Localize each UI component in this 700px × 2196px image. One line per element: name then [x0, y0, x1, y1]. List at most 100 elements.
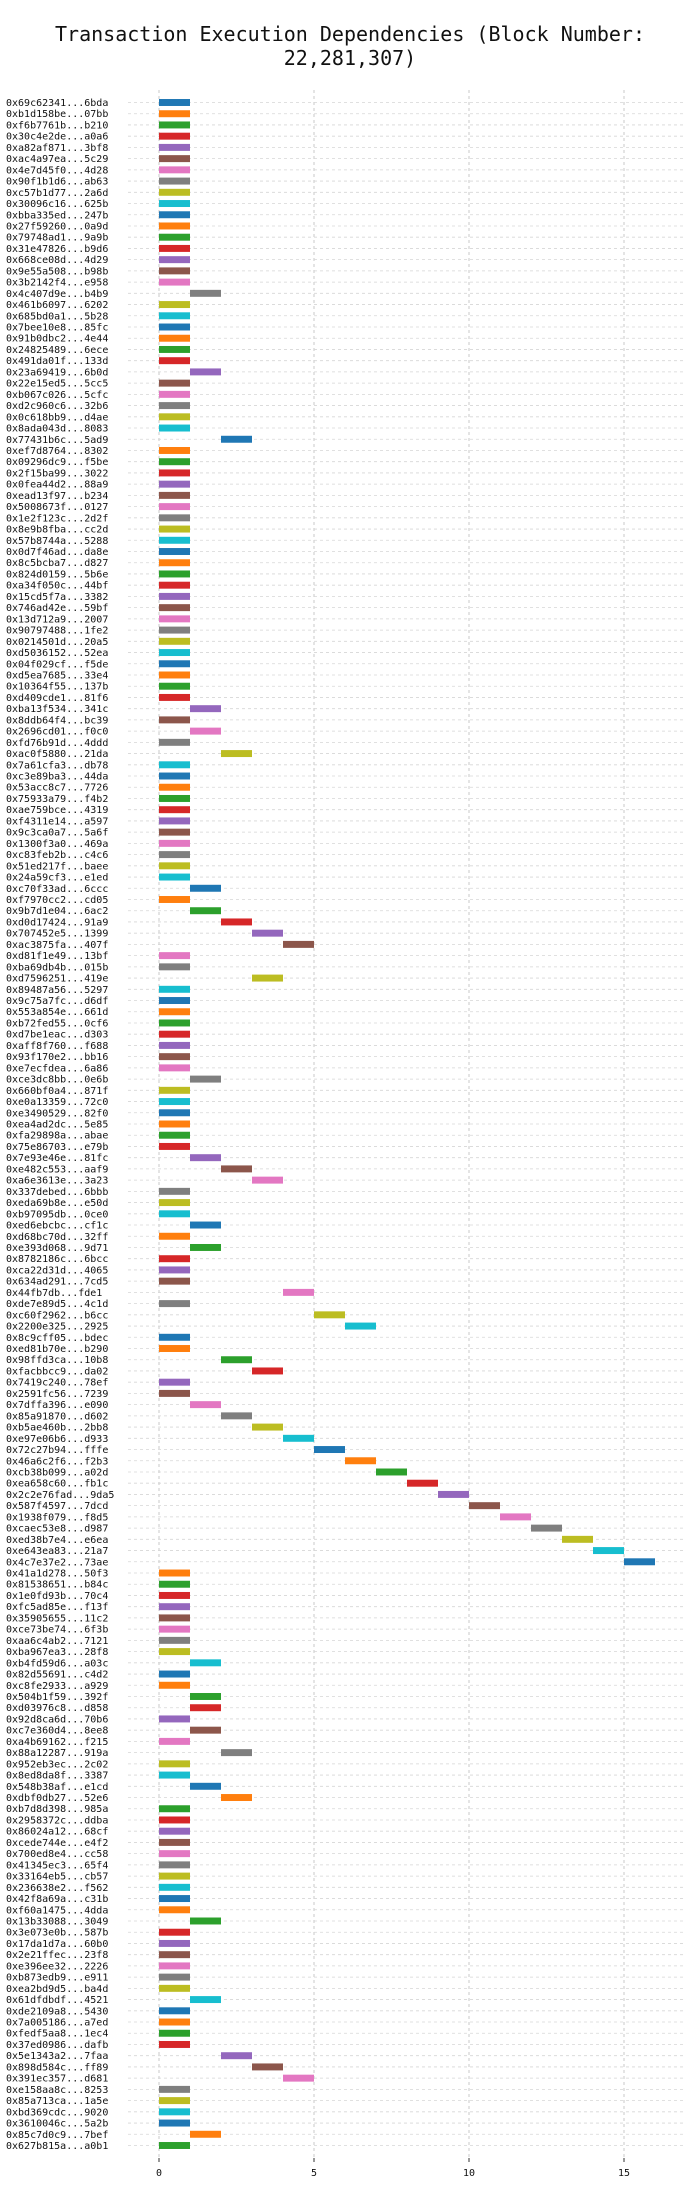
tx-bar	[159, 1906, 190, 1914]
tx-bar	[252, 929, 283, 937]
tx-label: 0xfd76b91d...4ddd	[6, 738, 108, 749]
tx-label: 0xb97095db...0ce0	[6, 1209, 108, 1220]
tx-bar	[159, 1681, 190, 1689]
x-tick-label: 5	[311, 2168, 317, 2179]
tx-label: 0xe0a13359...72c0	[6, 1097, 108, 1108]
tx-label: 0xba69db4b...015b	[6, 962, 108, 973]
tx-bar	[159, 559, 190, 567]
tx-bar	[190, 368, 221, 376]
tx-label: 0xeda69b8e...e50d	[6, 1198, 108, 1209]
tx-label: 0x3610046c...5a2b	[6, 2119, 108, 2130]
tx-label: 0x72c27b94...fffe	[6, 1445, 108, 1456]
tx-bar	[624, 1558, 655, 1566]
tx-label: 0x79748ad1...9a9b	[6, 233, 108, 244]
tx-label: 0x2200e325...2925	[6, 1322, 108, 1333]
tx-label: 0x627b815a...a0b1	[6, 2141, 108, 2152]
tx-bar	[283, 1434, 314, 1442]
tx-bar	[252, 2063, 283, 2071]
tx-bar	[159, 143, 190, 151]
tx-label: 0xed81b70e...b290	[6, 1344, 108, 1355]
tx-bar	[159, 828, 190, 836]
tx-bar	[159, 1939, 190, 1947]
tx-bar	[159, 1951, 190, 1959]
tx-label: 0x337debed...6bbb	[6, 1187, 108, 1198]
tx-bar	[159, 693, 190, 701]
tx-label: 0x2e21ffec...23f8	[6, 1950, 108, 1961]
tx-label: 0x31e47826...b9d6	[6, 244, 108, 255]
tx-label: 0x5e1343a2...7faa	[6, 2051, 108, 2062]
tx-bar	[159, 1210, 190, 1218]
tx-bar	[159, 1805, 190, 1813]
tx-label: 0xba13f534...341c	[6, 704, 108, 715]
tx-bar	[159, 738, 190, 746]
tx-label: 0xd81f1e49...13bf	[6, 951, 108, 962]
tx-label: 0xcede744e...e4f2	[6, 1838, 108, 1849]
tx-bar	[159, 1883, 190, 1891]
tx-bar	[159, 985, 190, 993]
tx-label: 0x15cd5f7a...3382	[6, 592, 108, 603]
tx-label: 0xce73be74...6f3b	[6, 1625, 108, 1636]
tx-label: 0xd7be1eac...d303	[6, 1030, 108, 1041]
tx-label: 0xa82af871...3bf8	[6, 143, 108, 154]
tx-bar	[159, 1008, 190, 1016]
tx-label: 0xcaec53e8...d987	[6, 1524, 108, 1535]
tx-label: 0x93f170e2...bb16	[6, 1052, 108, 1063]
tx-bar	[159, 2040, 190, 2048]
tx-bar	[159, 592, 190, 600]
tx-bar	[159, 379, 190, 387]
tx-bar	[159, 862, 190, 870]
tx-label: 0x1938f079...f8d5	[6, 1512, 108, 1523]
tx-label: 0xd68bc70d...32ff	[6, 1232, 108, 1243]
tx-label: 0x75e86703...e79b	[6, 1142, 108, 1153]
tx-bar	[159, 783, 190, 791]
tx-bar	[159, 873, 190, 881]
tx-bar	[438, 1490, 469, 1498]
tx-label: 0x8c9cff05...bdec	[6, 1333, 108, 1344]
tx-label: 0x5008673f...0127	[6, 502, 108, 513]
tx-label: 0xac3875fa...407f	[6, 940, 108, 951]
tx-bar	[159, 806, 190, 814]
tx-bar	[190, 1243, 221, 1251]
tx-label: 0x4c7e37e2...73ae	[6, 1557, 108, 1568]
tx-bar	[159, 1928, 190, 1936]
tx-bar	[159, 1636, 190, 1644]
tx-bar	[159, 570, 190, 578]
tx-bar	[159, 1277, 190, 1285]
tx-label: 0xaa6c4ab2...7121	[6, 1636, 108, 1647]
tx-label: 0xb4fd59d6...a03c	[6, 1658, 108, 1669]
tx-label: 0xb7d8d398...985a	[6, 1804, 108, 1815]
tx-label: 0xd7596251...419e	[6, 974, 108, 985]
tx-bar	[159, 682, 190, 690]
tx-label: 0x24a59cf3...e1ed	[6, 873, 108, 884]
tx-label: 0xb72fed55...0cf6	[6, 1018, 108, 1029]
tx-label: 0x8ada043d...8083	[6, 424, 108, 435]
tx-bar	[190, 1693, 221, 1700]
tx-label: 0x7a005186...a7ed	[6, 2018, 108, 2029]
tx-bar	[190, 1917, 221, 1925]
tx-label: 0x81538651...b84c	[6, 1580, 108, 1591]
tx-bar	[159, 413, 190, 421]
tx-label: 0xb873edb9...e911	[6, 1973, 108, 1984]
tx-label: 0x824d0159...5b6e	[6, 569, 108, 580]
tx-bar	[159, 1120, 190, 1128]
tx-bar	[159, 1131, 190, 1139]
tx-bar	[159, 1300, 190, 1308]
tx-label: 0x2696cd01...f0c0	[6, 727, 108, 738]
chart-title: Transaction Execution Dependencies (Bloc…	[54, 22, 645, 70]
tx-label: 0x98ffd3ca...10b8	[6, 1355, 108, 1366]
tx-bar	[190, 727, 221, 735]
tx-bar	[159, 1086, 190, 1094]
tx-label: 0x04f029cf...f5de	[6, 659, 108, 670]
tx-bar	[159, 424, 190, 432]
tx-bar	[159, 626, 190, 634]
tx-label: 0xfa29898a...abae	[6, 1131, 108, 1142]
tx-label: 0x952eb3ec...2c02	[6, 1759, 108, 1770]
tx-bar	[221, 1794, 252, 1801]
tx-bar	[407, 1479, 438, 1487]
tx-bar	[159, 447, 190, 454]
tx-bar	[159, 1771, 190, 1779]
tx-bar	[593, 1547, 624, 1555]
tx-bar	[159, 222, 190, 230]
tx-label: 0xf6b7761b...b210	[6, 120, 108, 131]
tx-bar	[159, 1187, 190, 1195]
